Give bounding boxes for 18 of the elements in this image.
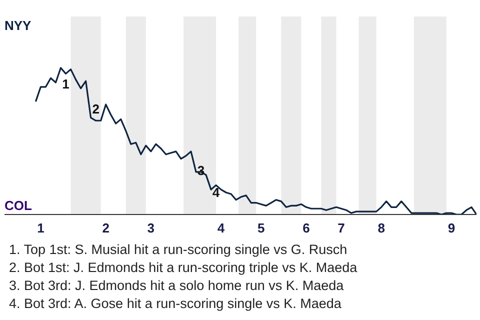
x-tick-label: 9 — [448, 220, 456, 236]
text: COL — [4, 198, 32, 213]
x-tick-label: 3 — [147, 220, 155, 236]
x-tick-label: 2 — [102, 220, 110, 236]
text: 3. Bot 3rd: J. Edmonds hit a solo home run vs K. Maeda — [9, 277, 345, 295]
text: 1. Top 1st: S. Musial hit a run-scoring single vs G. Rusch — [9, 241, 348, 259]
x-tick-label: 4 — [217, 220, 226, 236]
text: 4. Bot 3rd: A. Gose hit a run-scoring single vs K. Maeda — [9, 295, 342, 313]
text: NYY — [4, 18, 32, 33]
annotation: 1 — [62, 76, 70, 92]
x-tick-label: 8 — [378, 220, 385, 236]
x-tick-label: 5 — [257, 220, 265, 236]
x-tick-label: 7 — [338, 220, 345, 236]
x-tick-label: 6 — [302, 220, 310, 236]
annotation: 2 — [92, 101, 100, 116]
text: 2. Bot 1st: J. Edmonds hit a run-scoring triple vs K. Maeda — [9, 259, 358, 277]
annotation: 4 — [212, 185, 220, 200]
x-tick-label: 1 — [37, 220, 44, 236]
